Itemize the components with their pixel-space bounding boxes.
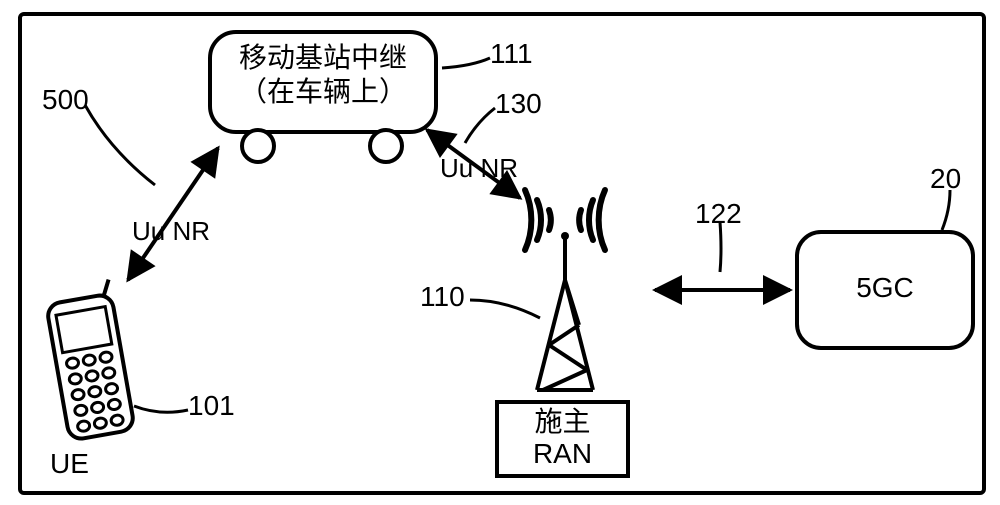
ref-110: 110: [420, 283, 465, 311]
ref-111: 111: [490, 40, 533, 68]
ref-500: 500: [42, 86, 89, 114]
network-diagram: 移动基站中继 （在车辆上） 5GC 施主 RAN: [0, 0, 1000, 505]
ref-122: 122: [695, 200, 742, 228]
relay-ran-link-label: Uu NR: [440, 155, 518, 181]
connections: [0, 0, 1000, 505]
ref-101: 101: [188, 392, 235, 420]
ref-130: 130: [495, 90, 542, 118]
ref-20: 20: [930, 165, 961, 193]
ue-relay-link-label: Uu NR: [132, 218, 210, 244]
